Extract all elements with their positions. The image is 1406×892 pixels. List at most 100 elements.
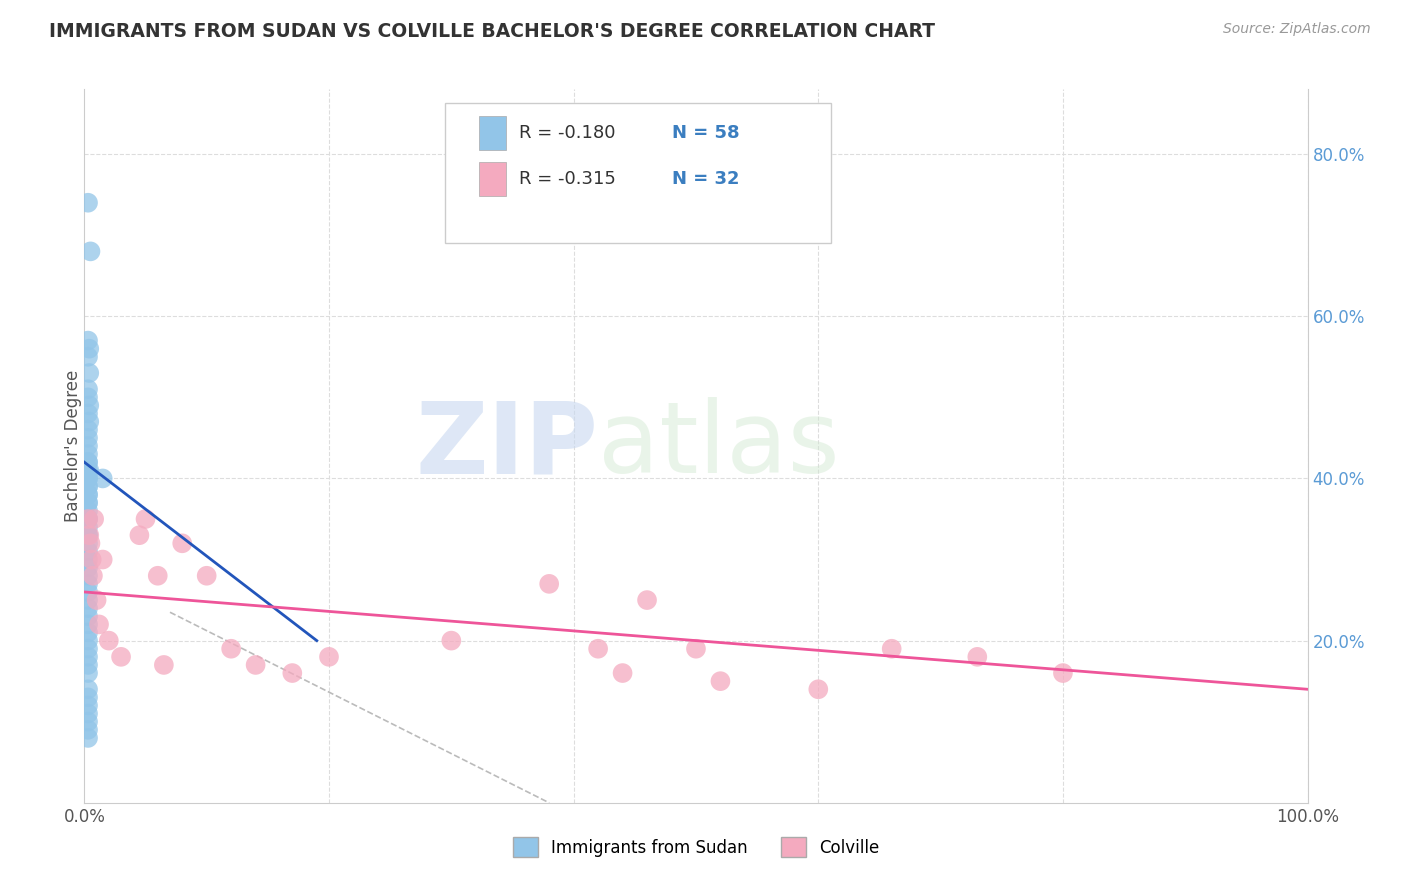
- Point: [77, 439, 100, 453]
- Point: [77, 366, 100, 380]
- Point: [91, 471, 114, 485]
- Point: [128, 528, 150, 542]
- Point: [77, 528, 100, 542]
- Point: [77, 593, 100, 607]
- Point: [880, 641, 903, 656]
- Text: N = 32: N = 32: [672, 170, 740, 188]
- Point: [77, 649, 100, 664]
- Point: [77, 633, 100, 648]
- Point: [77, 455, 100, 469]
- Point: [77, 415, 100, 429]
- Point: [77, 601, 100, 615]
- Point: [79, 536, 101, 550]
- Point: [77, 463, 100, 477]
- Point: [77, 195, 100, 210]
- FancyBboxPatch shape: [479, 162, 506, 196]
- Point: [1052, 666, 1074, 681]
- Point: [77, 723, 100, 737]
- Point: [82, 568, 104, 582]
- Point: [77, 479, 100, 493]
- Legend: Immigrants from Sudan, Colville: Immigrants from Sudan, Colville: [505, 829, 887, 866]
- Point: [110, 649, 132, 664]
- Point: [77, 706, 100, 721]
- Point: [77, 577, 100, 591]
- Point: [612, 666, 634, 681]
- Point: [77, 625, 100, 640]
- Point: [77, 496, 100, 510]
- Point: [135, 512, 157, 526]
- Point: [77, 390, 100, 404]
- Text: Source: ZipAtlas.com: Source: ZipAtlas.com: [1223, 22, 1371, 37]
- Point: [77, 641, 100, 656]
- Point: [77, 585, 100, 599]
- Point: [77, 617, 100, 632]
- Point: [77, 666, 100, 681]
- Point: [77, 560, 100, 574]
- Point: [77, 536, 100, 550]
- Point: [77, 455, 100, 469]
- Point: [77, 568, 100, 582]
- Point: [77, 552, 100, 566]
- Point: [966, 649, 988, 664]
- Point: [77, 544, 100, 558]
- Point: [77, 512, 100, 526]
- Point: [77, 682, 100, 697]
- Point: [87, 617, 110, 632]
- Point: [77, 528, 100, 542]
- Point: [77, 657, 100, 672]
- Point: [79, 244, 101, 259]
- Point: [77, 690, 100, 705]
- Point: [281, 666, 304, 681]
- Point: [685, 641, 707, 656]
- Point: [153, 657, 176, 672]
- Point: [146, 568, 169, 582]
- Point: [245, 657, 267, 672]
- Point: [77, 504, 100, 518]
- Point: [77, 399, 100, 413]
- Point: [77, 528, 100, 542]
- Point: [586, 641, 609, 656]
- Point: [77, 609, 100, 624]
- Point: [77, 714, 100, 729]
- Point: [91, 552, 114, 566]
- Point: [86, 593, 108, 607]
- Text: atlas: atlas: [598, 398, 839, 494]
- Point: [77, 463, 100, 477]
- Point: [77, 512, 100, 526]
- Point: [77, 488, 100, 502]
- Text: ZIP: ZIP: [415, 398, 598, 494]
- Point: [77, 382, 100, 396]
- Point: [77, 334, 100, 348]
- Point: [77, 431, 100, 445]
- Point: [77, 698, 100, 713]
- Point: [77, 496, 100, 510]
- FancyBboxPatch shape: [479, 116, 506, 150]
- Point: [636, 593, 658, 607]
- Text: R = -0.315: R = -0.315: [519, 170, 616, 188]
- Point: [77, 447, 100, 461]
- Point: [318, 649, 340, 664]
- Point: [807, 682, 830, 697]
- Text: N = 58: N = 58: [672, 124, 740, 142]
- Point: [538, 577, 561, 591]
- Point: [172, 536, 194, 550]
- Point: [440, 633, 463, 648]
- Point: [83, 512, 105, 526]
- Point: [195, 568, 218, 582]
- Point: [709, 674, 731, 689]
- Point: [77, 488, 100, 502]
- Point: [77, 512, 100, 526]
- Point: [77, 471, 100, 485]
- Point: [77, 479, 100, 493]
- Point: [219, 641, 242, 656]
- Point: [77, 407, 100, 421]
- Text: R = -0.180: R = -0.180: [519, 124, 614, 142]
- Y-axis label: Bachelor's Degree: Bachelor's Degree: [65, 370, 82, 522]
- Point: [77, 350, 100, 364]
- Point: [77, 731, 100, 745]
- Point: [77, 342, 100, 356]
- Point: [77, 423, 100, 437]
- Point: [77, 471, 100, 485]
- Point: [97, 633, 120, 648]
- Point: [77, 520, 100, 534]
